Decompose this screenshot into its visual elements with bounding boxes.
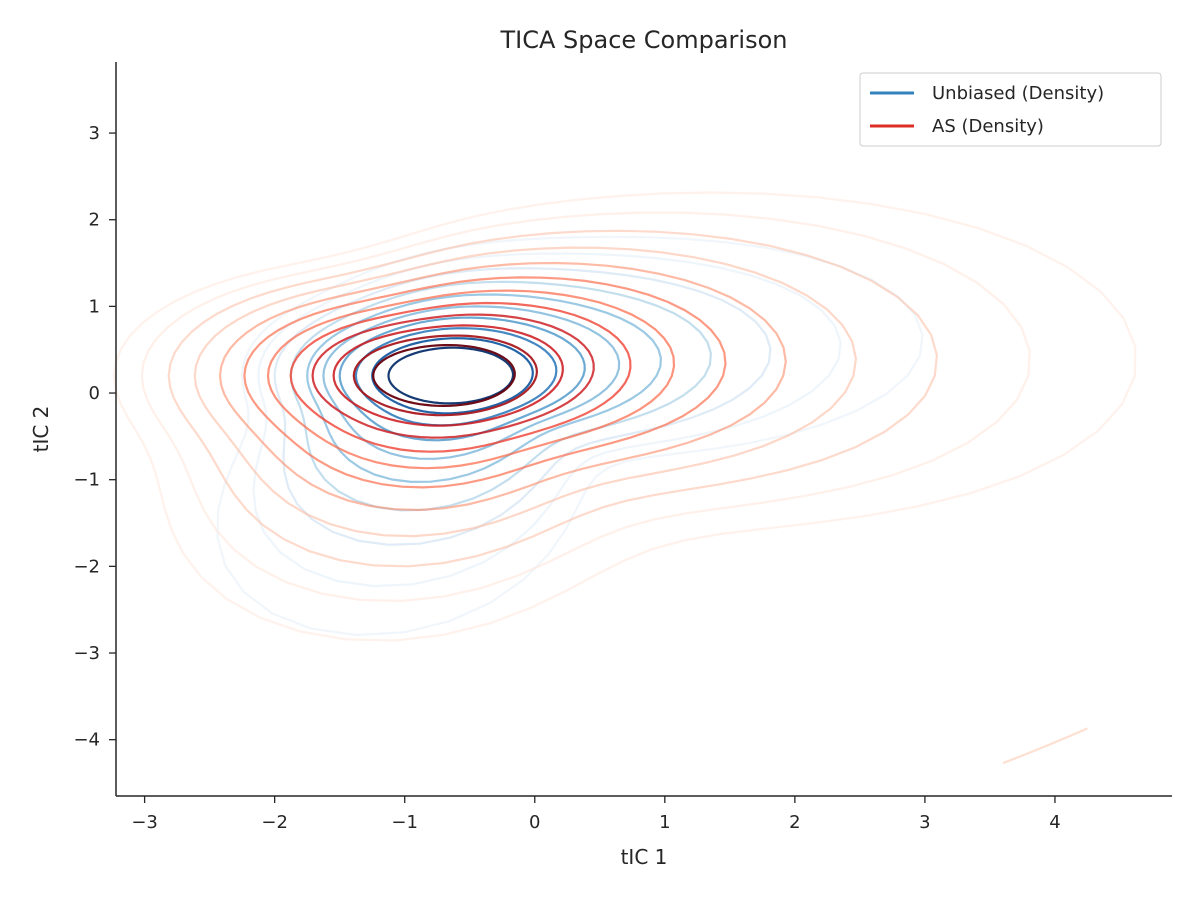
y-tick-label: 2: [89, 210, 100, 231]
y-tick-label: 1: [89, 296, 100, 317]
contour-as: [112, 191, 1137, 642]
legend-label-unbiased: Unbiased (Density): [932, 83, 1104, 104]
contour-as-fragment: [1002, 727, 1088, 765]
contour-as: [218, 261, 787, 512]
contour-as: [311, 313, 595, 439]
x-tick-label: −1: [391, 812, 418, 833]
contour-unbiased: [338, 316, 586, 442]
contour-unbiased: [273, 267, 772, 546]
legend: Unbiased (Density) AS (Density): [859, 72, 1162, 147]
x-axis-label: tIC 1: [621, 845, 668, 869]
x-tick-label: 1: [659, 812, 670, 833]
contour-as: [193, 246, 858, 538]
plot-area: [112, 191, 1137, 765]
y-tick-label: −2: [73, 556, 100, 577]
y-tick-label: −3: [73, 643, 100, 664]
x-tick-label: −3: [131, 812, 158, 833]
contour-as: [372, 344, 516, 408]
chart-title: TICA Space Comparison: [499, 26, 787, 54]
y-tick-label: 0: [89, 383, 100, 404]
axis-ticks: −3 −2 −1 0 1 2 3 4 −4 −3 −2 −1 0 1 2 3: [73, 123, 1060, 833]
contour-unbiased: [306, 293, 663, 484]
x-tick-label: 4: [1049, 812, 1060, 833]
contour-as: [167, 229, 939, 568]
y-axis-label: tIC 2: [29, 406, 53, 453]
contour-as: [266, 289, 676, 470]
contour-as: [289, 301, 632, 453]
legend-frame: [859, 72, 1162, 147]
contour-unbiased: [216, 235, 924, 637]
y-tick-label: 3: [89, 123, 100, 144]
contour-unbiased: [387, 346, 515, 405]
contour-unbiased: [322, 305, 621, 460]
contour-unbiased: [354, 327, 558, 427]
legend-label-as: AS (Density): [932, 116, 1044, 137]
contour-as: [140, 211, 1031, 603]
contour-unbiased: [252, 252, 842, 588]
y-tick-label: −1: [73, 470, 100, 491]
x-tick-label: 0: [529, 812, 540, 833]
contour-as: [243, 276, 727, 489]
x-tick-label: 2: [789, 812, 800, 833]
x-tick-label: 3: [919, 812, 930, 833]
y-tick-label: −4: [73, 730, 100, 751]
contour-as: [352, 334, 539, 417]
x-tick-label: −2: [261, 812, 288, 833]
contour-as: [332, 324, 564, 427]
